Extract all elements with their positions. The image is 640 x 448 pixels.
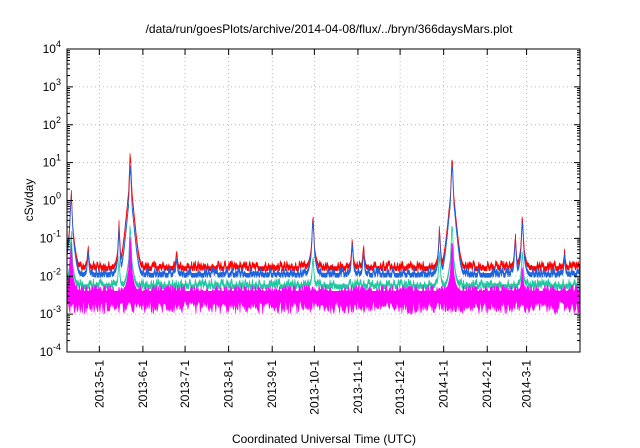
y-tick-label: 10-2 (40, 266, 61, 283)
x-tick-labels: 2013-5-1 2013-6-1 2013-7-1 2013-8-1 2013-9-1… (92, 360, 533, 415)
x-tick-label: 2013-11-1 (351, 360, 365, 414)
x-tick-label: 2013-10-1 (307, 360, 321, 415)
y-tick-label: 100 (43, 191, 61, 208)
y-tick-labels: 10-4 10-3 10-2 10-1 100 101 102 103 104 (40, 39, 61, 359)
y-axis-label: cSv/day (22, 179, 36, 222)
x-tick-label: 2013-8-1 (222, 360, 236, 408)
series-layer (66, 153, 581, 316)
x-tick-label: 2014-1-1 (437, 360, 451, 408)
x-tick-label: 2013-12-1 (393, 360, 407, 415)
y-tick-label: 103 (43, 77, 61, 94)
x-tick-label: 2014-3-1 (520, 360, 534, 408)
y-tick-label: 104 (43, 39, 61, 56)
x-axis-label: Coordinated Universal Time (UTC) (232, 432, 416, 446)
axis-ticks (67, 48, 580, 353)
x-tick-label: 2013-6-1 (136, 360, 150, 408)
series-band-1 (66, 153, 581, 272)
chart-title: /data/run/goesPlots/archive/2014-04-08/f… (146, 22, 514, 36)
y-tick-label: 10-1 (40, 228, 61, 245)
x-tick-label: 2013-5-1 (92, 360, 106, 408)
x-tick-label: 2014-2-1 (480, 360, 494, 408)
x-tick-label: 2013-7-1 (178, 360, 192, 408)
y-tick-label: 102 (43, 115, 61, 132)
y-tick-label: 10-3 (40, 304, 61, 321)
y-tick-label: 10-4 (40, 342, 61, 359)
series-band-3 (66, 225, 581, 290)
series-band-2 (66, 165, 581, 279)
y-tick-label: 101 (43, 153, 61, 170)
x-tick-label: 2013-9-1 (265, 360, 279, 408)
